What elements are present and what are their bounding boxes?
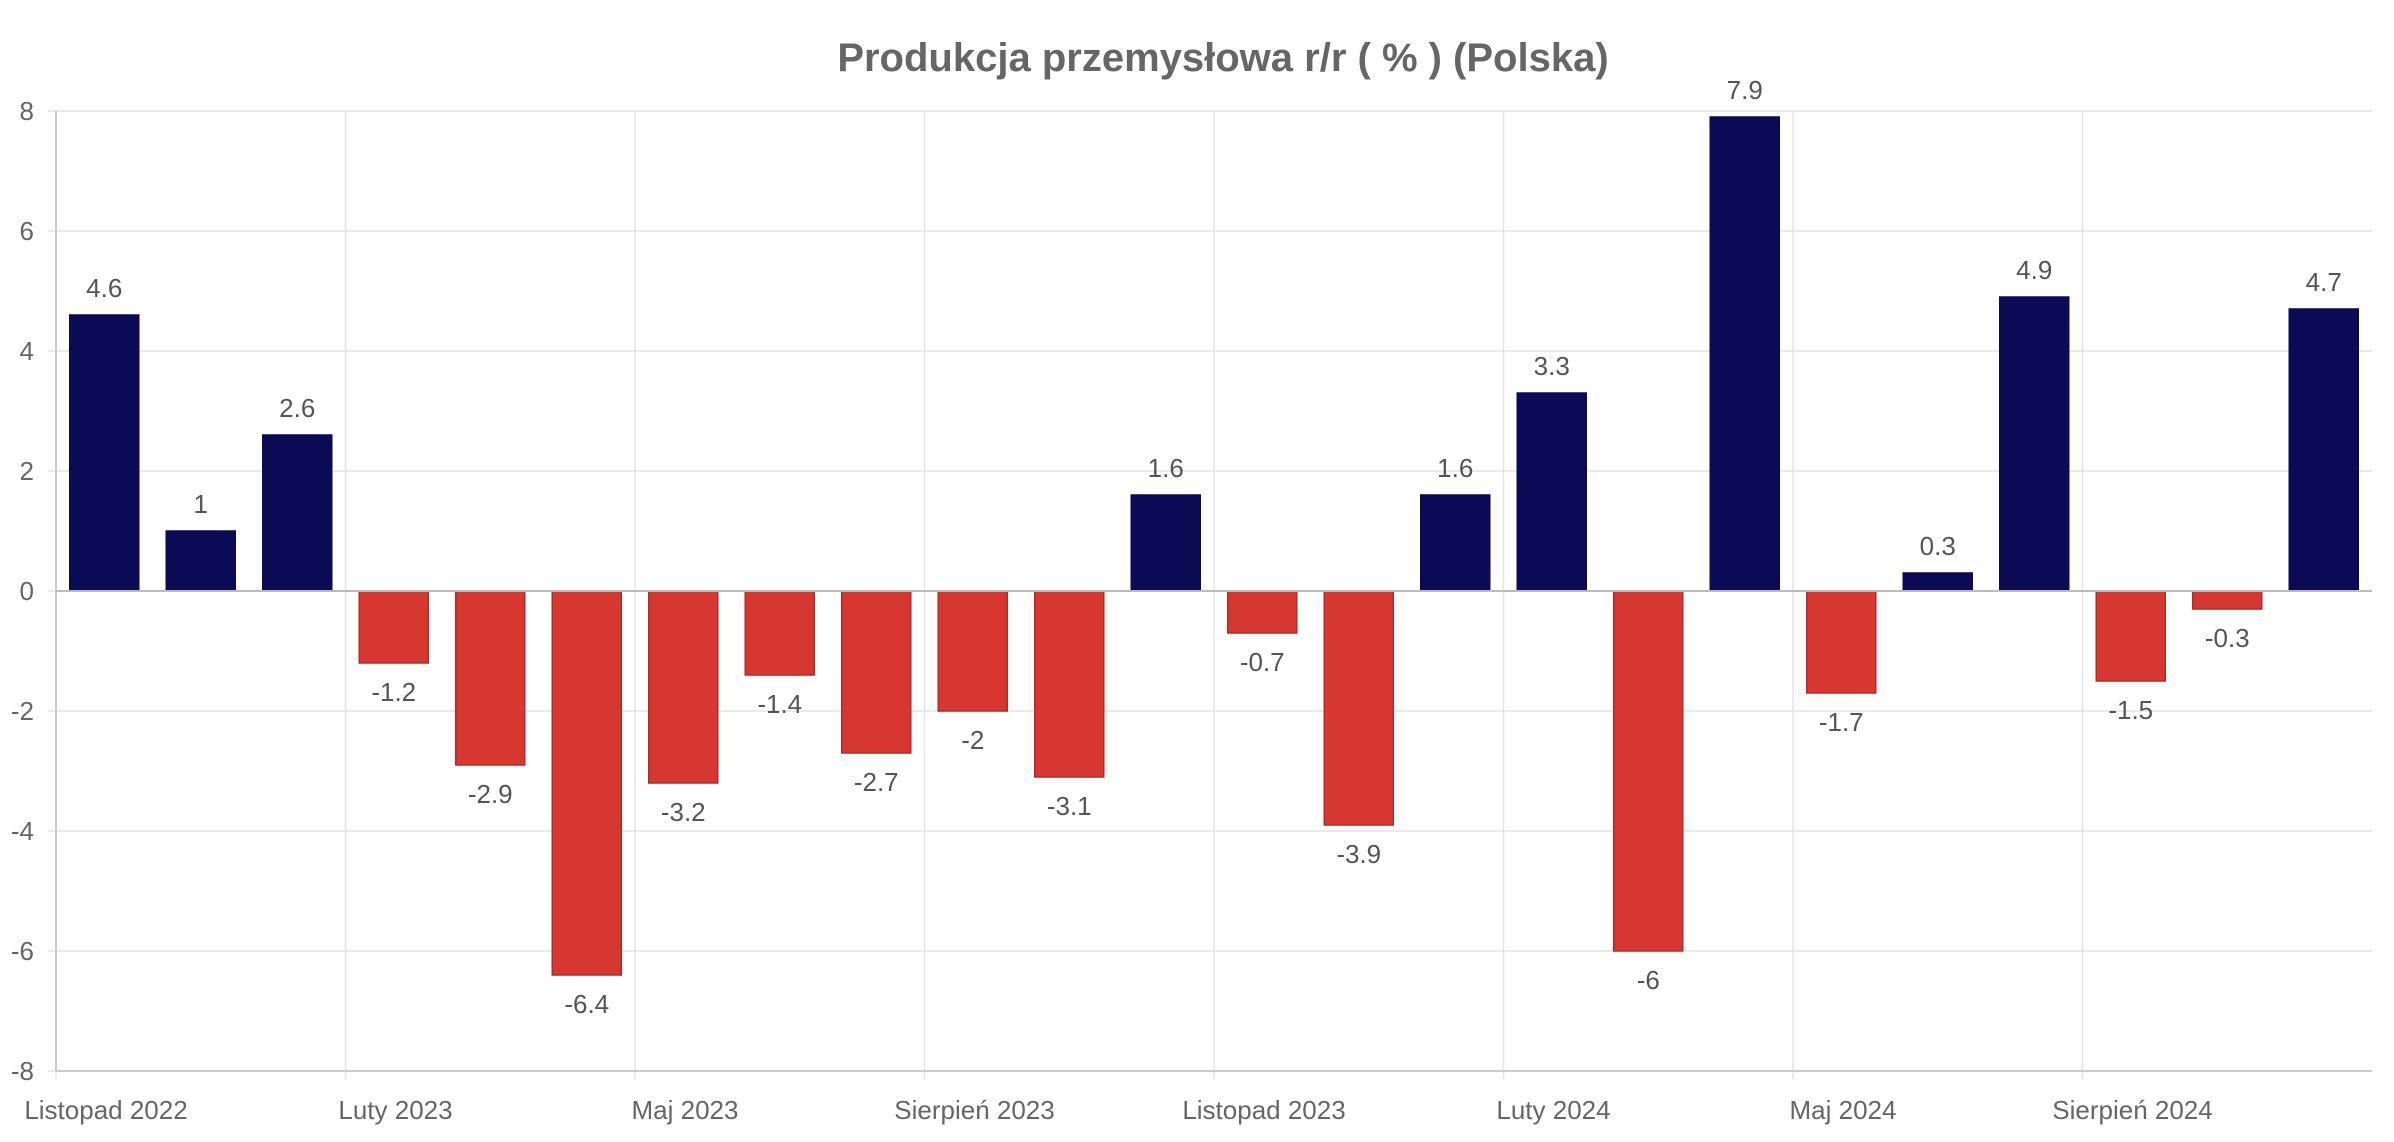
data-label: 4.6 xyxy=(86,273,122,303)
data-label: -2 xyxy=(961,725,984,755)
bar-positive[interactable] xyxy=(1999,296,2070,592)
bar-negative[interactable] xyxy=(1034,590,1105,778)
x-tick-label: Listopad 2023 xyxy=(1182,1095,1345,1125)
data-label: -1.7 xyxy=(1819,707,1864,737)
data-label: -0.7 xyxy=(1240,647,1285,677)
data-label: 3.3 xyxy=(1534,351,1570,381)
data-label: -6.4 xyxy=(564,989,609,1019)
data-label: -6 xyxy=(1637,965,1660,995)
data-label: 4.7 xyxy=(2306,267,2342,297)
bar-negative[interactable] xyxy=(455,590,526,766)
bar-negative[interactable] xyxy=(1227,590,1298,634)
bar-positive[interactable] xyxy=(1516,392,1587,592)
x-tick-label: Sierpień 2024 xyxy=(2052,1095,2212,1125)
data-label: 1 xyxy=(194,489,208,519)
y-tick-label: -2 xyxy=(11,696,34,726)
y-tick-label: 0 xyxy=(20,576,34,606)
bar-negative[interactable] xyxy=(551,590,622,976)
data-label: 4.9 xyxy=(2016,255,2052,285)
y-tick-label: 4 xyxy=(20,336,34,366)
x-axis-ticks: Listopad 2022 Luty 2023 Maj 2023 Sierpień 2… xyxy=(24,1095,2212,1125)
bar-positive[interactable] xyxy=(1902,572,1973,592)
y-tick-label: -8 xyxy=(11,1056,34,1086)
data-label: 1.6 xyxy=(1437,453,1473,483)
data-label: 0.3 xyxy=(1920,531,1956,561)
x-tick-label: Maj 2024 xyxy=(1790,1095,1897,1125)
bar-positive[interactable] xyxy=(1130,494,1201,592)
data-label: -0.3 xyxy=(2205,623,2250,653)
data-labels: 4.6 1 2.6 -1.2 -2.9 -6.4 -3.2 -1.4 -2.7 -2 -3.1 1.6… xyxy=(86,75,2342,1019)
x-tick-label: Luty 2023 xyxy=(338,1095,452,1125)
bar-negative[interactable] xyxy=(744,590,815,676)
data-label: -3.1 xyxy=(1047,791,1092,821)
y-tick-label: -4 xyxy=(11,816,34,846)
bar-negative[interactable] xyxy=(358,590,429,664)
bar-positive[interactable] xyxy=(1709,116,1780,592)
y-tick-label: 2 xyxy=(20,456,34,486)
bar-positive[interactable] xyxy=(1420,494,1491,592)
bar-negative[interactable] xyxy=(2192,590,2263,610)
data-label: -3.2 xyxy=(661,797,706,827)
x-tick-label: Luty 2024 xyxy=(1496,1095,1610,1125)
x-tick-label: Listopad 2022 xyxy=(24,1095,187,1125)
bar-negative[interactable] xyxy=(841,590,912,754)
data-label: -2.7 xyxy=(854,767,899,797)
chart-title: Produkcja przemysłowa r/r ( % ) (Polska) xyxy=(837,36,1608,80)
bar-positive[interactable] xyxy=(165,530,236,592)
y-tick-label: 8 xyxy=(20,96,34,126)
bar-negative[interactable] xyxy=(1323,590,1394,826)
data-label: 2.6 xyxy=(279,393,315,423)
data-label: -1.5 xyxy=(2108,695,2153,725)
bar-negative[interactable] xyxy=(648,590,719,784)
bar-positive[interactable] xyxy=(69,314,140,592)
x-tick-label: Maj 2023 xyxy=(632,1095,739,1125)
data-label: 7.9 xyxy=(1727,75,1763,105)
data-label: -1.2 xyxy=(371,677,416,707)
bar-negative[interactable] xyxy=(1613,590,1684,952)
y-axis-ticks: 8 6 4 2 0 -2 -4 -6 -8 xyxy=(11,96,34,1086)
data-label: 1.6 xyxy=(1148,453,1184,483)
data-label: -2.9 xyxy=(468,779,513,809)
data-label: -1.4 xyxy=(757,689,802,719)
bar-positive[interactable] xyxy=(262,434,333,592)
bar-negative[interactable] xyxy=(1806,590,1877,694)
data-label: -3.9 xyxy=(1336,839,1381,869)
x-tick-label: Sierpień 2023 xyxy=(894,1095,1054,1125)
y-tick-label: -6 xyxy=(11,936,34,966)
bar-negative[interactable] xyxy=(937,590,1008,712)
bar-positive[interactable] xyxy=(2288,308,2359,592)
bars-layer xyxy=(69,116,2359,976)
y-tick-label: 6 xyxy=(20,216,34,246)
bar-negative[interactable] xyxy=(2095,590,2166,682)
